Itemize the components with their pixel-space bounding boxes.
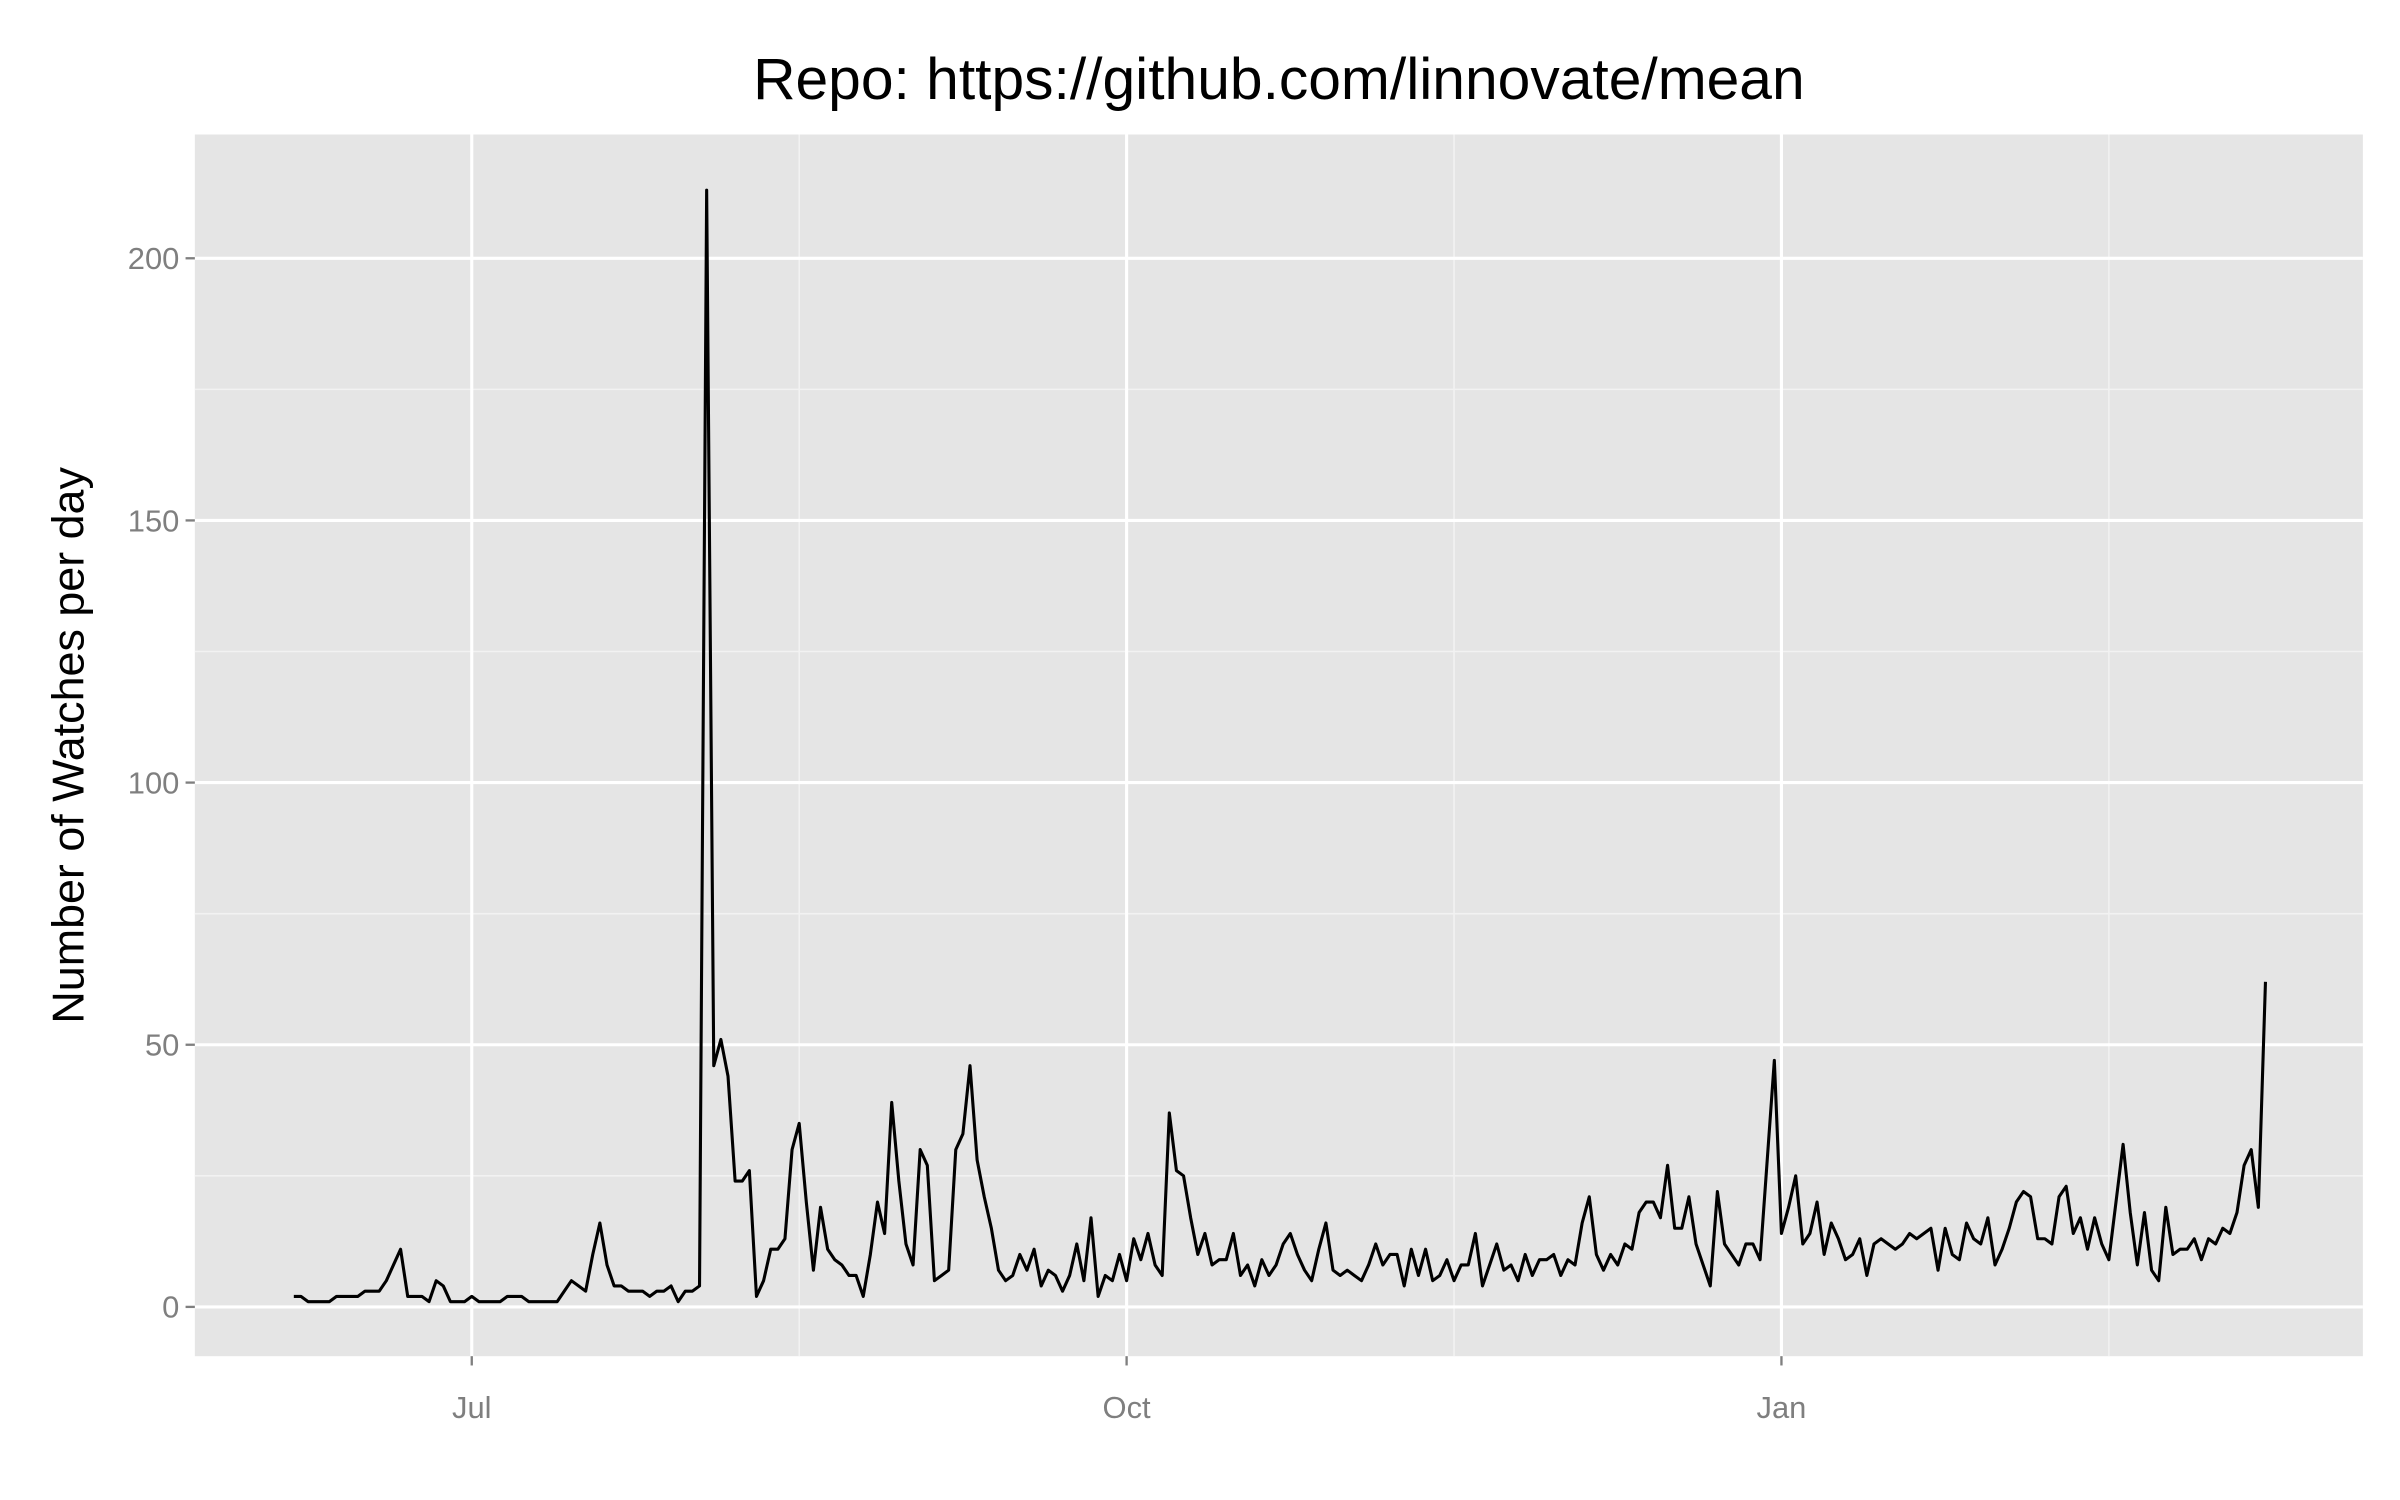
plot-panel	[194, 134, 2363, 1357]
y-tick-label: 0	[162, 1290, 179, 1325]
x-tick-label: Jul	[452, 1390, 492, 1425]
y-tick-label: 150	[128, 503, 180, 538]
data-line	[293, 188, 2268, 1304]
y-tick-label: 100	[128, 765, 180, 800]
y-tick-label: 50	[145, 1028, 179, 1063]
chart-title: Repo: https://github.com/linnovate/mean	[753, 47, 1805, 112]
x-tick-label: Jan	[1757, 1390, 1807, 1425]
x-tick-label: Oct	[1103, 1390, 1151, 1425]
y-axis-label: Number of Watches per day	[43, 467, 94, 1024]
y-tick-label: 200	[128, 241, 180, 276]
